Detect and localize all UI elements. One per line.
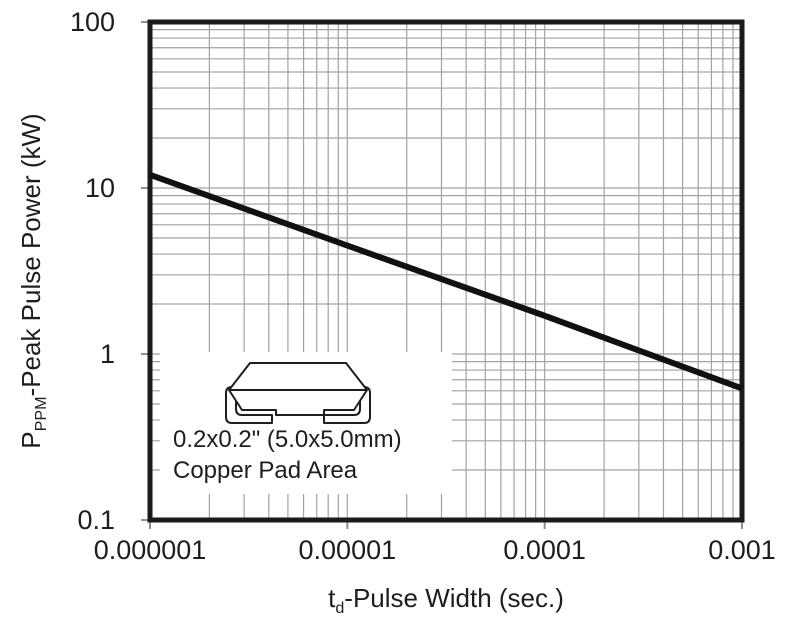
y-axis-title-subscript: PPM (32, 396, 51, 432)
y-axis-title: PPPM-Peak Pulse Power (kW) (16, 113, 50, 449)
y-tick-label-100: 100 (69, 7, 115, 37)
series-line-peak-pulse-power-vs-pulse-width (148, 172, 744, 392)
y-tick-label-10: 10 (84, 173, 115, 203)
x-tick-label-0.001: 0.001 (708, 535, 776, 565)
x-axis-title-subscript: d (335, 599, 345, 618)
plot-frame (147, 19, 745, 523)
x-axis-title-text: -Pulse Width (sec.) (344, 583, 564, 613)
y-axis-title-symbol: P (16, 431, 46, 449)
copper-pad-inset: 0.2x0.2" (5.0x5.0mm) Copper Pad Area (160, 352, 452, 494)
y-tick-label-0.1: 0.1 (77, 505, 115, 535)
x-axis-title: td-Pulse Width (sec.) (328, 583, 564, 616)
inset-pad-size-label: 0.2x0.2" (5.0x5.0mm) (173, 426, 402, 453)
smd-package-outline-icon (225, 362, 371, 424)
inset-pad-area-label: Copper Pad Area (173, 457, 358, 484)
y-tick-label-1: 1 (99, 339, 115, 369)
x-tick-label-0.0001: 0.0001 (503, 535, 586, 565)
x-tick-label-0.00001: 0.00001 (298, 535, 397, 565)
x-tick-label-0.000001: 0.000001 (93, 535, 207, 565)
x-axis-title-symbol: t (328, 583, 336, 613)
